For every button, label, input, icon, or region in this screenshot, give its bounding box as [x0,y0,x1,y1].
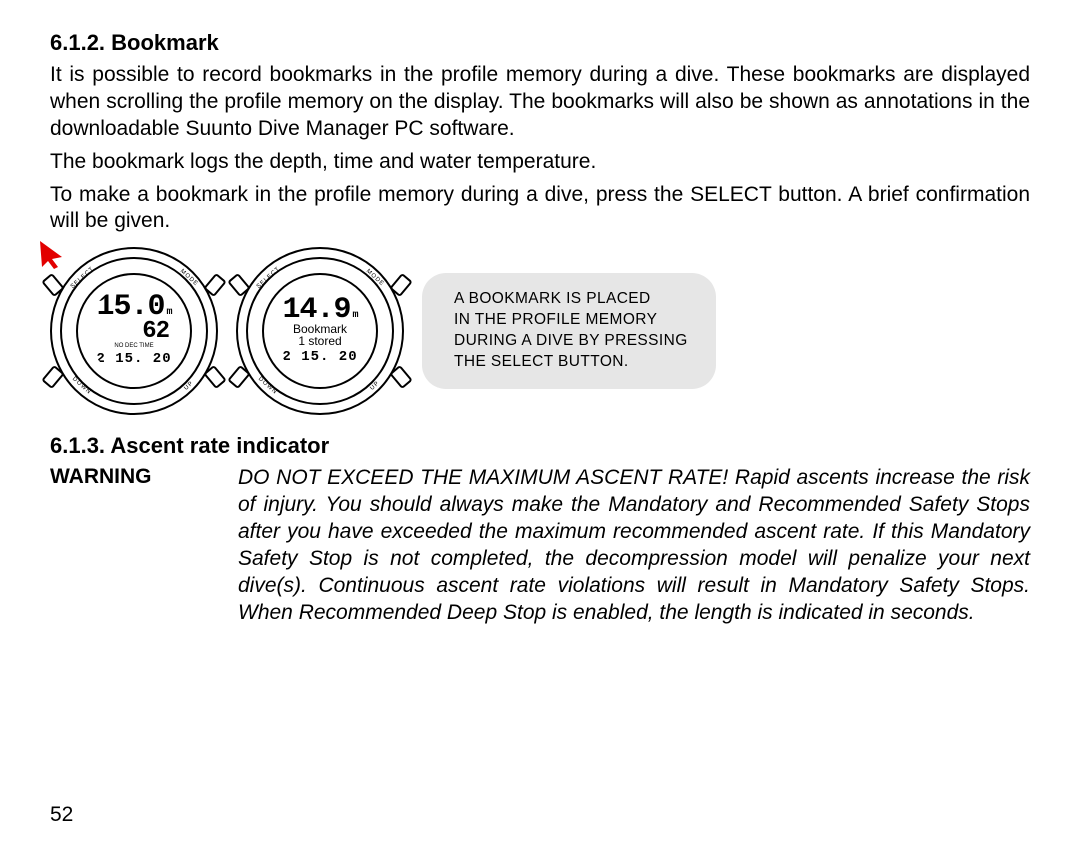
nodec-label: NO DEC TIME [114,343,153,349]
callout-line: THE SELECT BUTTON. [454,352,688,373]
warning-label: WARNING [50,465,190,489]
watch-screen-1: 15.0 m 62 NO DEC TIME 2 15. 20 [88,285,180,377]
depth-unit: m [167,309,172,318]
callout-line: A BOOKMARK IS PLACED [454,289,688,310]
section-heading-bookmark: 6.1.2. Bookmark [50,30,1030,56]
bottom-readout-1: 2 15. 20 [96,351,171,367]
bookmark-p3: To make a bookmark in the profile memory… [50,182,1030,236]
bottom-readout-2: 2 15. 20 [282,349,357,365]
bookmark-p2: The bookmark logs the depth, time and wa… [50,149,1030,176]
depth-unit-2: m [353,312,358,321]
watch-illustration-after: SELECT MODE DOWN UP 14.9 m Bookmark 1 st… [236,247,404,415]
bookmark-line2: 1 stored [298,335,341,347]
callout-line: IN THE PROFILE MEMORY [454,310,688,331]
depth-value: 15.0 [96,295,164,321]
watch-illustration-before: SELECT MODE DOWN UP 15.0 m 62 NO DEC TIM… [50,247,218,415]
page-number: 52 [50,803,73,827]
depth-value-2: 14.9 [282,298,350,324]
section-heading-ascent: 6.1.3. Ascent rate indicator [50,433,1030,459]
nodec-value: 62 [99,321,169,344]
figure-row: SELECT MODE DOWN UP 15.0 m 62 NO DEC TIM… [50,247,1030,415]
watch-screen-2: 14.9 m Bookmark 1 stored 2 15. 20 [274,285,366,377]
warning-text: DO NOT EXCEED THE MAXIMUM ASCENT RATE! R… [238,465,1030,626]
callout-line: DURING A DIVE BY PRESSING [454,331,688,352]
bookmark-p1: It is possible to record bookmarks in th… [50,62,1030,143]
warning-block: WARNING DO NOT EXCEED THE MAXIMUM ASCENT… [50,465,1030,626]
callout-bookmark-info: A BOOKMARK IS PLACED IN THE PROFILE MEMO… [422,273,716,389]
